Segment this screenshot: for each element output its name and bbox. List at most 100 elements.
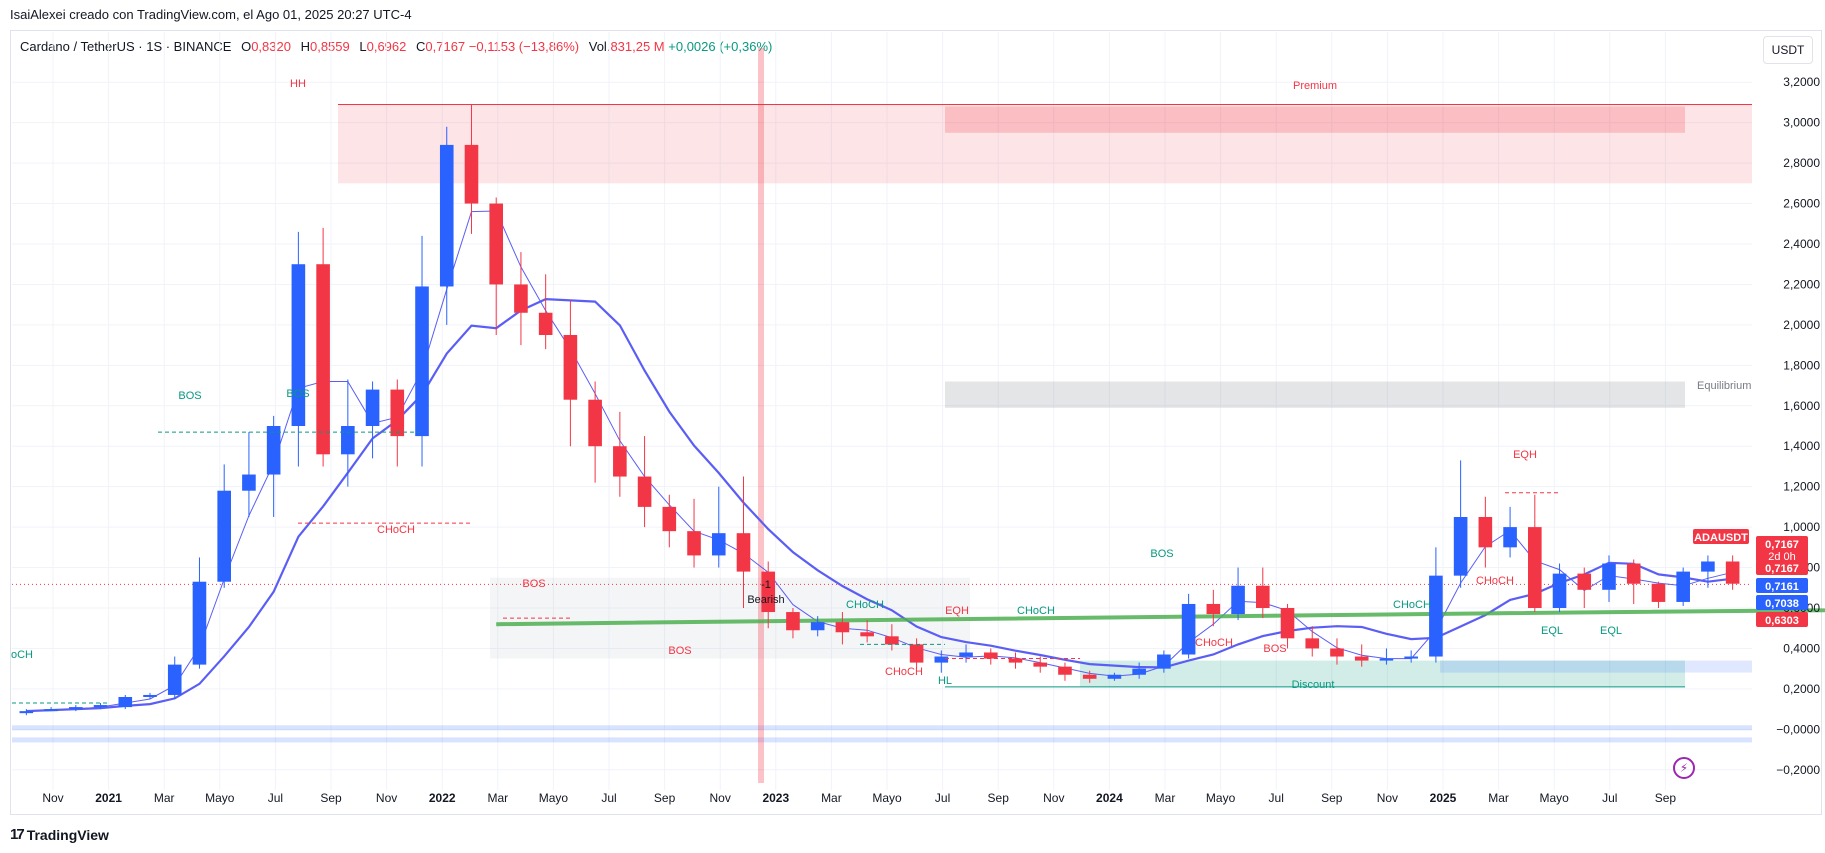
premium-inner-zone bbox=[945, 106, 1685, 133]
candle-body bbox=[613, 446, 627, 477]
candle-body bbox=[365, 389, 380, 426]
candle-body bbox=[538, 312, 553, 335]
x-tick-label: Mar bbox=[154, 791, 175, 805]
candle-body bbox=[69, 707, 83, 710]
x-tick-label: Nov bbox=[42, 791, 63, 805]
candle-body bbox=[1231, 585, 1245, 615]
candle-body bbox=[1701, 561, 1715, 572]
close-label: C bbox=[416, 39, 426, 54]
candle-body bbox=[736, 533, 751, 572]
structure-label: HL bbox=[938, 675, 952, 687]
candle-body bbox=[835, 622, 850, 633]
equilibrium-zone bbox=[945, 381, 1685, 408]
candle-body bbox=[341, 426, 355, 455]
x-tick-label: Nov bbox=[710, 791, 731, 805]
price-tag bbox=[1756, 612, 1808, 627]
x-tick-label: Jul bbox=[935, 791, 950, 805]
candle-body bbox=[1008, 658, 1023, 663]
price-tag bbox=[1756, 595, 1808, 610]
x-tick-label: Nov bbox=[376, 791, 397, 805]
x-tick-label: Jul bbox=[601, 791, 616, 805]
x-tick-label: 2021 bbox=[95, 791, 122, 805]
candle-body bbox=[489, 203, 504, 285]
ema-fast-line bbox=[26, 210, 1733, 712]
candle-body bbox=[514, 284, 528, 313]
y-tick-label: 2,2000 bbox=[1783, 277, 1820, 291]
candle-body bbox=[983, 652, 998, 659]
candle-body bbox=[1354, 656, 1369, 661]
x-tick-label: 2023 bbox=[762, 791, 789, 805]
tradingview-logo[interactable]: 17 TradingView bbox=[10, 826, 109, 843]
discount-label: Discount bbox=[1292, 679, 1335, 691]
tv-logo-icon: 17 bbox=[10, 826, 25, 843]
candle-body bbox=[390, 389, 405, 437]
x-tick-label: Jul bbox=[1269, 791, 1284, 805]
candle-body bbox=[242, 474, 256, 491]
volume-label: Vol. bbox=[588, 39, 611, 54]
candle-body bbox=[1280, 608, 1295, 639]
y-tick-label: 2,8000 bbox=[1783, 156, 1820, 170]
symbol-name[interactable]: Cardano / TetherUS · 1S · BINANCE bbox=[20, 39, 232, 54]
y-tick-label: −0,2000 bbox=[1776, 763, 1820, 777]
structure-label: CHoCH bbox=[1195, 637, 1233, 649]
y-tick-label: 2,0000 bbox=[1783, 318, 1820, 332]
price-tag bbox=[1693, 529, 1749, 544]
candle-body bbox=[934, 656, 949, 663]
price-tag bbox=[1756, 578, 1808, 593]
candle-body bbox=[1552, 573, 1567, 608]
candle-body bbox=[1725, 561, 1740, 584]
candle-body bbox=[810, 622, 825, 631]
candle-body bbox=[885, 636, 899, 645]
y-tick-label: 1,4000 bbox=[1783, 439, 1820, 453]
x-tick-label: Mayo bbox=[872, 791, 902, 805]
structure-label: EQH bbox=[945, 605, 969, 617]
structure-label: CHoCH bbox=[885, 666, 923, 678]
structure-label: EQH bbox=[1513, 449, 1537, 461]
candle-body bbox=[1379, 658, 1394, 661]
y-tick-label: 1,0000 bbox=[1783, 520, 1820, 534]
low-label: L bbox=[359, 39, 367, 54]
x-tick-label: Jul bbox=[268, 791, 283, 805]
candle-body bbox=[1429, 575, 1443, 657]
currency-button[interactable]: USDT bbox=[1763, 36, 1813, 64]
structure-label: EQL bbox=[1541, 625, 1563, 637]
candle-body bbox=[1602, 563, 1616, 590]
y-tick-label: 0,4000 bbox=[1783, 641, 1820, 655]
candle-body bbox=[637, 476, 652, 507]
candle-body bbox=[959, 652, 973, 657]
change-value: −0,1153 (−13,86%) bbox=[468, 39, 580, 54]
candle-body bbox=[1058, 666, 1072, 675]
volume-value: 831,25 M bbox=[610, 39, 665, 54]
candle-body bbox=[1478, 517, 1493, 548]
price-tag-text: 0,7038 bbox=[1765, 598, 1799, 610]
x-tick-label: Nov bbox=[1377, 791, 1398, 805]
premium-zone bbox=[338, 104, 1752, 184]
candle-body bbox=[761, 571, 776, 613]
structure-label: CHoCH bbox=[1476, 575, 1514, 587]
structure-label: CHoCH bbox=[377, 524, 415, 536]
chart-attribution: IsaiAlexei creado con TradingView.com, e… bbox=[10, 7, 412, 22]
candle-body bbox=[687, 531, 701, 556]
y-tick-label: 2,4000 bbox=[1783, 237, 1820, 251]
candle-body bbox=[1107, 674, 1122, 679]
x-tick-label: Sep bbox=[654, 791, 676, 805]
bottom-band-1 bbox=[12, 725, 1752, 731]
premium-label: Premium bbox=[1293, 80, 1337, 92]
lightning-icon[interactable]: ⚡ bbox=[1673, 757, 1695, 779]
candle-body bbox=[1033, 662, 1048, 667]
x-tick-label: Mar bbox=[487, 791, 508, 805]
structure-label: BOS bbox=[1150, 548, 1173, 560]
structure-label: BOS bbox=[286, 388, 309, 400]
x-tick-label: 2025 bbox=[1430, 791, 1457, 805]
x-tick-label: Mar bbox=[1155, 791, 1176, 805]
candle-body bbox=[439, 144, 454, 287]
x-tick-label: 2024 bbox=[1096, 791, 1123, 805]
equilibrium-label: Equilibrium bbox=[1697, 380, 1751, 392]
price-tag-text: 0,7167 bbox=[1765, 563, 1799, 575]
candle-body bbox=[143, 694, 157, 697]
structure-label: CHoCH bbox=[846, 599, 884, 611]
discount-zone bbox=[1080, 660, 1685, 687]
bottom-band-2 bbox=[12, 737, 1752, 743]
y-tick-label: 0,2000 bbox=[1783, 682, 1820, 696]
